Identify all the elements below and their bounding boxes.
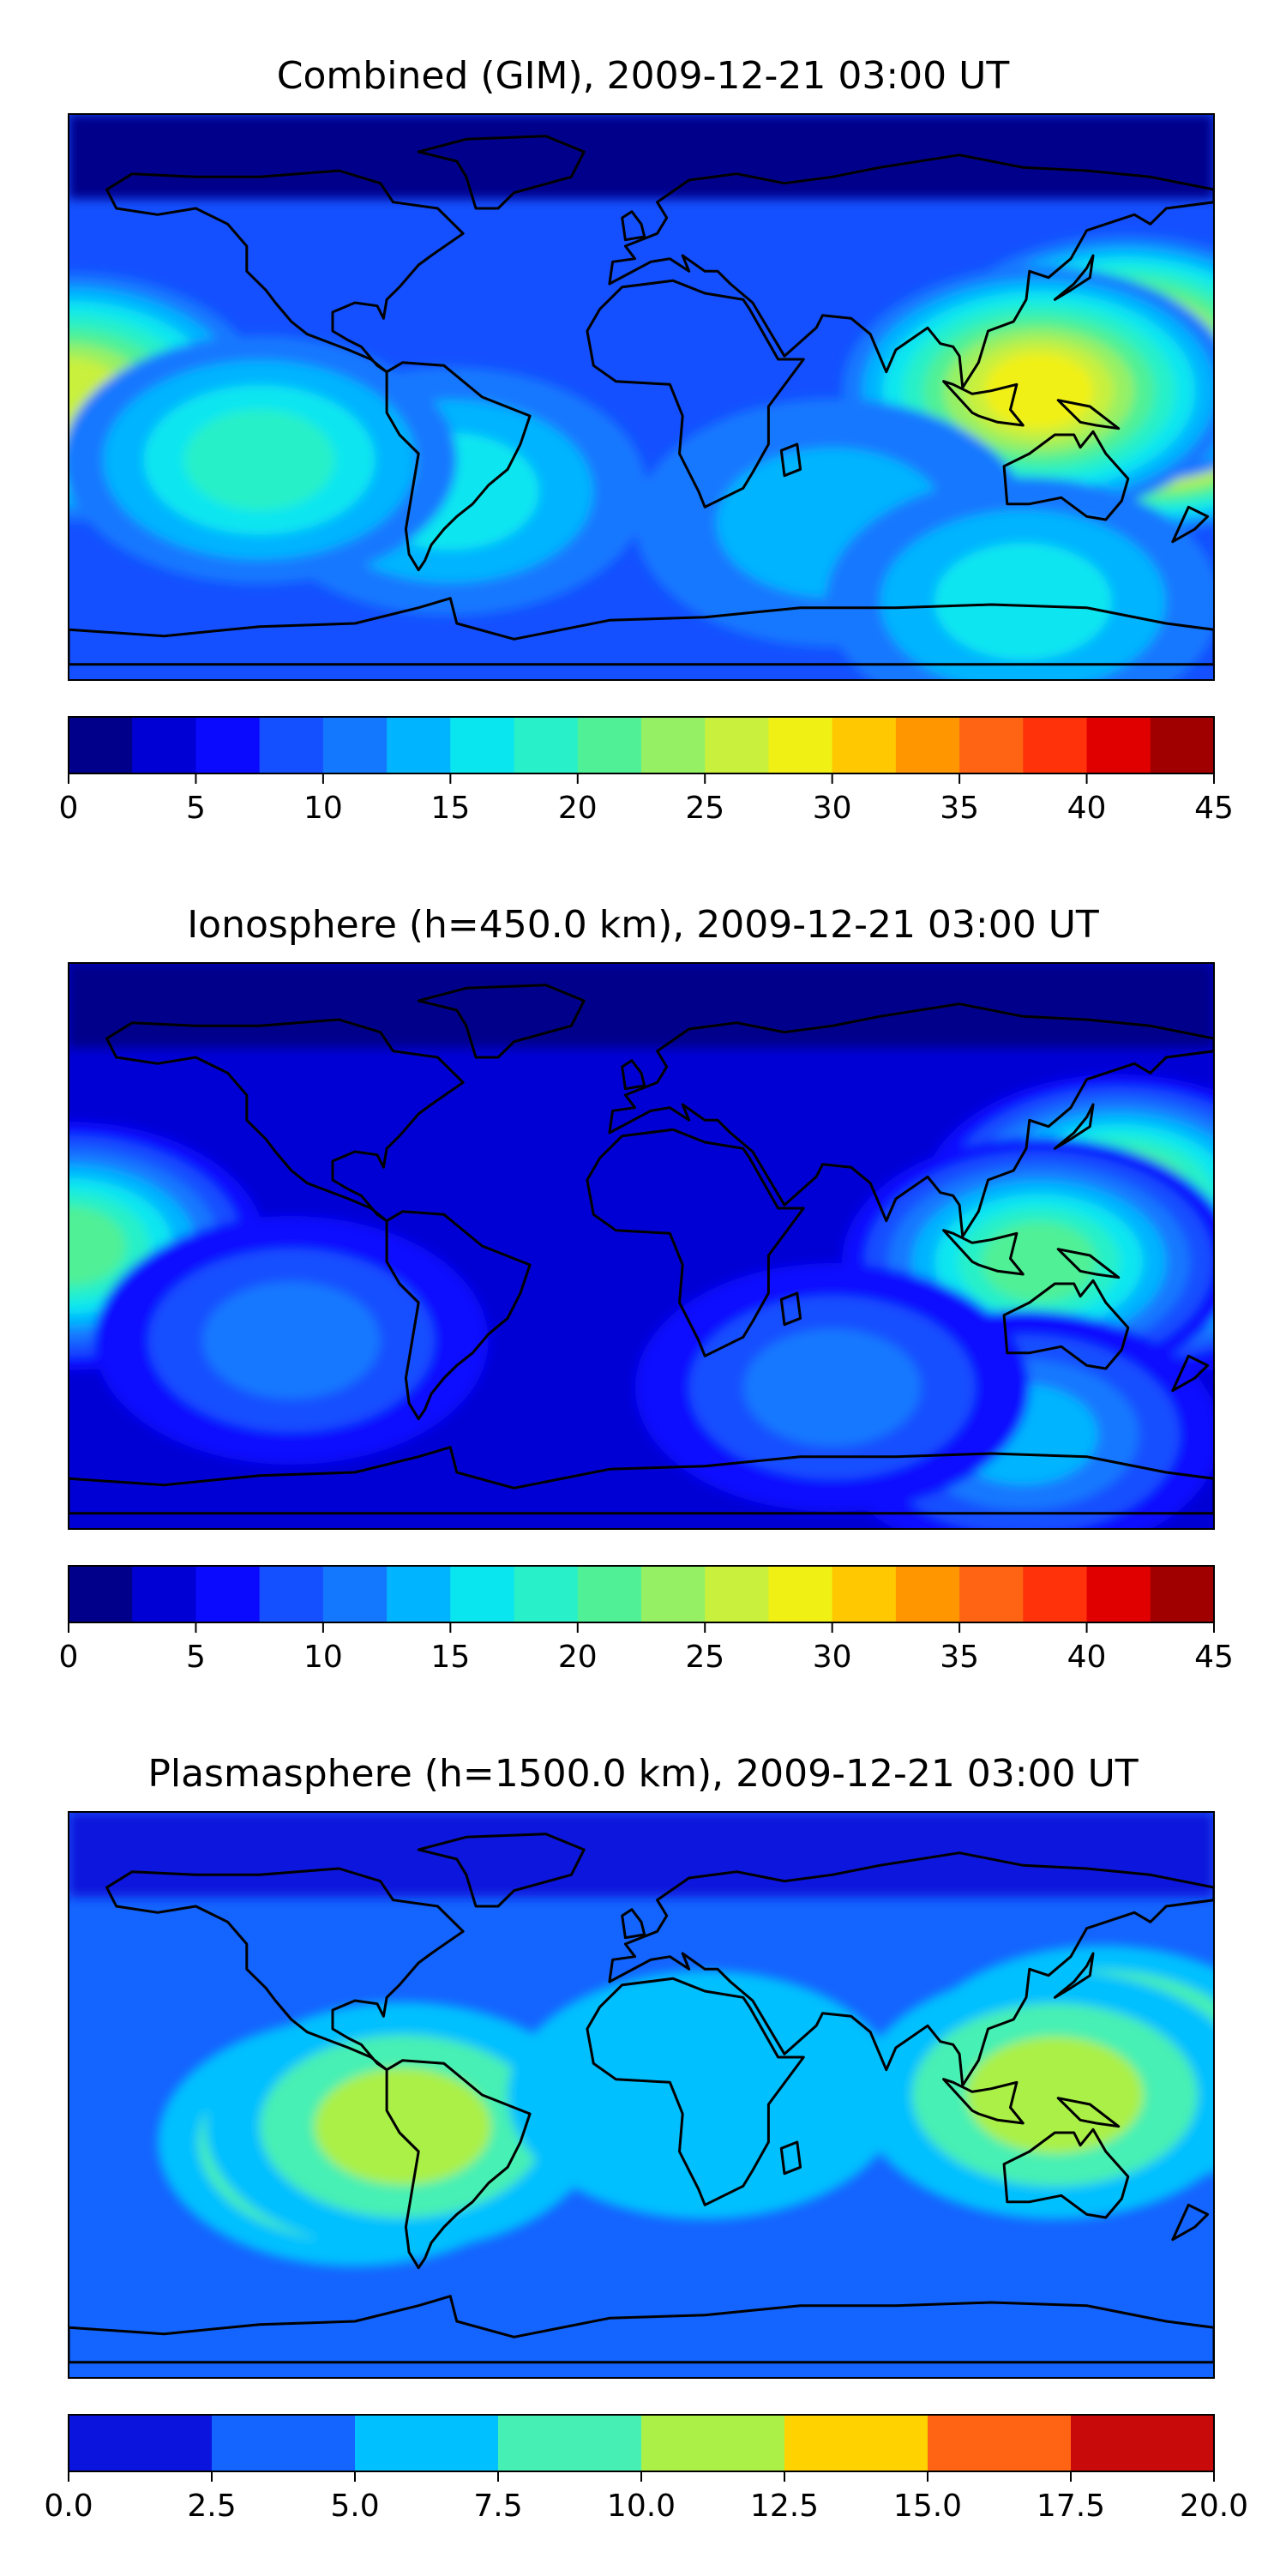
colorbar-tick-label: 12.5 — [750, 2489, 819, 2524]
colorbar-tick-label: 20.0 — [1180, 2489, 1248, 2524]
colorbar-segment — [959, 1566, 1024, 1622]
colorbar-segment — [1023, 1566, 1087, 1622]
colorbar-segment — [355, 2415, 499, 2471]
colorbar-segment — [1023, 717, 1087, 773]
colorbar-tick-label: 25 — [685, 1640, 724, 1675]
field-contour — [966, 2037, 1144, 2154]
colorbar-tick-label: 40 — [1067, 791, 1107, 826]
field-polar-north — [69, 114, 1214, 199]
colorbar-segment — [514, 1566, 579, 1622]
colorbar-segment — [1151, 1566, 1215, 1622]
colorbar-tick-label: 5 — [186, 791, 206, 826]
field-contour — [934, 543, 1112, 660]
colorbar-segment — [896, 1566, 960, 1622]
field-polar-north — [69, 963, 1214, 1048]
colorbar-tick-label: 20 — [558, 1640, 598, 1675]
colorbar-segment — [641, 1566, 706, 1622]
colorbar-segment — [132, 1566, 196, 1622]
colorbar-tick-label: 45 — [1194, 1640, 1234, 1675]
colorbar-segment — [641, 717, 706, 773]
panel-title: Ionosphere (h=450.0 km), 2009-12-21 03:0… — [187, 903, 1099, 947]
colorbar-segment — [1071, 2415, 1215, 2471]
colorbar-segment — [323, 1566, 388, 1622]
field-contour — [314, 2067, 491, 2185]
colorbar-segment — [768, 1566, 832, 1622]
map-field — [69, 1812, 1286, 2378]
colorbar-segment — [768, 717, 832, 773]
colorbar-segment — [784, 2415, 928, 2471]
colorbar-segment — [195, 717, 260, 773]
colorbar-tick-label: 35 — [940, 1640, 979, 1675]
colorbar-segment — [260, 717, 324, 773]
colorbar-segment — [387, 1566, 451, 1622]
colorbar-segment — [387, 717, 451, 773]
colorbar-tick-label: 30 — [813, 791, 852, 826]
field-contour — [184, 410, 334, 511]
field-polar-south — [69, 2304, 1214, 2378]
colorbar-segment — [212, 2415, 356, 2471]
map-field — [0, 963, 1286, 1559]
colorbar-segment — [959, 717, 1024, 773]
field-contour — [982, 1222, 1097, 1302]
colorbar-segment — [705, 1566, 769, 1622]
colorbar-tick-label: 5.0 — [330, 2489, 379, 2524]
colorbar: 0 5 10 15 20 25 30 35 40 45 — [59, 717, 1234, 826]
colorbar-segment — [1087, 1566, 1151, 1622]
colorbar-segment — [832, 1566, 897, 1622]
colorbar-segment — [928, 2415, 1072, 2471]
colorbar-segment — [578, 717, 642, 773]
colorbar-segment — [260, 1566, 324, 1622]
colorbar-tick-label: 0 — [59, 1640, 79, 1675]
field-contour — [202, 1282, 380, 1399]
colorbar: 0 5 10 15 20 25 30 35 40 45 — [59, 1566, 1234, 1675]
panel-title: Plasmasphere (h=1500.0 km), 2009-12-21 0… — [147, 1752, 1138, 1796]
colorbar-segment — [578, 1566, 642, 1622]
colorbar-tick-label: 10 — [303, 791, 343, 826]
colorbar-segment — [705, 717, 769, 773]
colorbar-tick-label: 10 — [303, 1640, 343, 1675]
panel-2: Ionosphere (h=450.0 km), 2009-12-21 03:0… — [0, 903, 1286, 1675]
colorbar-segment — [896, 717, 960, 773]
colorbar-tick-label: 15 — [430, 791, 470, 826]
colorbar-tick-label: 15.0 — [893, 2489, 962, 2524]
panel-title: Combined (GIM), 2009-12-21 03:00 UT — [277, 54, 1010, 98]
colorbar-tick-label: 25 — [685, 791, 724, 826]
field-contour — [508, 1971, 902, 2219]
colorbar-tick-label: 0 — [59, 791, 79, 826]
colorbar-tick-label: 35 — [940, 791, 979, 826]
field-contour — [743, 1329, 921, 1447]
colorbar-segment — [1151, 717, 1215, 773]
colorbar-segment — [195, 1566, 260, 1622]
colorbar-tick-label: 15 — [430, 1640, 470, 1675]
colorbar-segment — [69, 1566, 133, 1622]
colorbar-segment — [450, 1566, 514, 1622]
colorbar-segment — [132, 717, 196, 773]
colorbar-segment — [832, 717, 897, 773]
panel-1: Combined (GIM), 2009-12-21 03:00 UT 0 5 10 1… — [0, 54, 1286, 826]
colorbar: 0.0 2.5 5.0 7.5 10.0 12.5 15.0 17.5 20.0 — [44, 2415, 1248, 2524]
colorbar-tick-label: 7.5 — [473, 2489, 522, 2524]
colorbar-segment — [450, 717, 514, 773]
colorbar-segment — [1087, 717, 1151, 773]
map-field — [0, 114, 1286, 725]
colorbar-tick-label: 0.0 — [44, 2489, 93, 2524]
colorbar-tick-label: 17.5 — [1037, 2489, 1105, 2524]
colorbar-segment — [323, 717, 388, 773]
field-polar-north — [69, 1812, 1214, 1897]
colorbar-segment — [514, 717, 579, 773]
colorbar-tick-label: 40 — [1067, 1640, 1107, 1675]
colorbar-segment — [69, 717, 133, 773]
panel-3: Plasmasphere (h=1500.0 km), 2009-12-21 0… — [44, 1752, 1286, 2524]
colorbar-tick-label: 45 — [1194, 791, 1234, 826]
colorbar-tick-label: 30 — [813, 1640, 852, 1675]
colorbar-segment — [69, 2415, 213, 2471]
colorbar-segment — [498, 2415, 642, 2471]
colorbar-segment — [641, 2415, 785, 2471]
colorbar-tick-label: 5 — [186, 1640, 206, 1675]
colorbar-tick-label: 10.0 — [607, 2489, 676, 2524]
colorbar-tick-label: 20 — [558, 791, 598, 826]
colorbar-tick-label: 2.5 — [187, 2489, 236, 2524]
